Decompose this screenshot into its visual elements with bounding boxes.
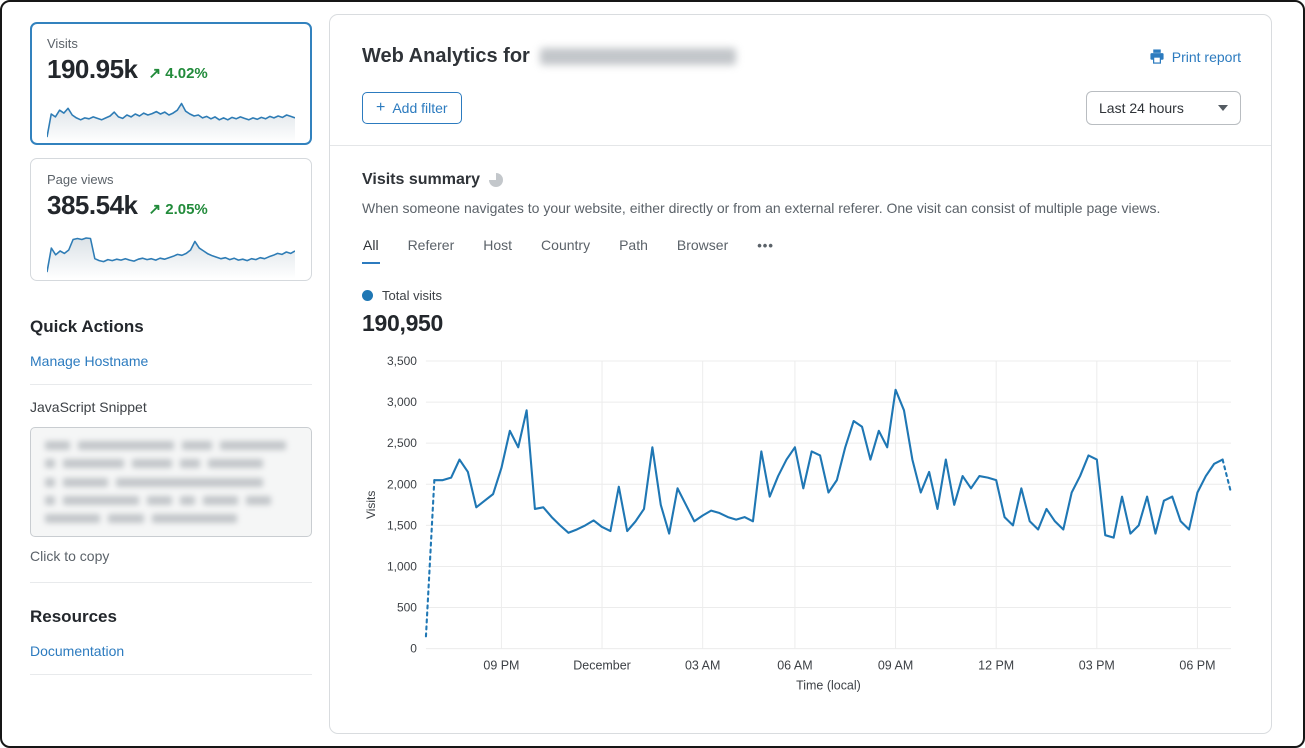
resources-heading: Resources [30,607,117,626]
svg-text:3,000: 3,000 [387,395,417,409]
svg-text:03 AM: 03 AM [685,659,720,673]
sidebar: Visits 190.95k ↗ 4.02% Page views 385.54… [2,2,329,746]
svg-text:December: December [573,659,631,673]
redacted-code-line [45,514,297,523]
stat-card-visits[interactable]: Visits 190.95k ↗ 4.02% [30,22,312,145]
svg-text:3,500: 3,500 [387,354,417,368]
dimension-tabs: All Referer Host Country Path Browser ••… [362,237,1241,264]
svg-text:2,000: 2,000 [387,477,417,491]
tab-browser[interactable]: Browser [676,237,729,253]
tab-all[interactable]: All [362,237,380,264]
js-snippet-code-box[interactable] [30,427,312,537]
analytics-panel: Web Analytics for Print report + Add fil… [329,14,1272,734]
tab-country[interactable]: Country [541,237,591,253]
tab-more-ellipsis[interactable]: ••• [757,238,774,253]
svg-text:0: 0 [410,642,417,656]
stat-value: 385.54k [47,190,138,220]
print-report-link[interactable]: Print report [1149,49,1241,65]
trend-up-delta: ↗ 4.02% [148,65,208,82]
trend-up-icon: ↗ [148,65,162,82]
visits-summary-description: When someone navigates to your website, … [362,200,1161,216]
svg-text:06 PM: 06 PM [1179,659,1215,673]
stat-card-page-views[interactable]: Page views 385.54k ↗ 2.05% [30,158,312,281]
visits-summary-heading: Visits summary [362,171,480,188]
total-visits-value: 190,950 [362,310,444,336]
stat-label: Page views [47,172,114,187]
page-views-sparkline [47,237,295,279]
svg-text:1,000: 1,000 [387,559,417,573]
plus-icon: + [376,99,386,116]
svg-text:06 AM: 06 AM [777,659,812,673]
divider [30,384,312,385]
manage-hostname-link[interactable]: Manage Hostname [30,353,149,369]
trend-up-icon: ↗ [148,201,162,218]
svg-text:500: 500 [397,601,417,615]
tab-host[interactable]: Host [483,237,513,253]
chart-legend: Total visits [362,288,1241,303]
tab-path[interactable]: Path [619,237,648,253]
svg-text:1,500: 1,500 [387,518,417,532]
svg-text:2,500: 2,500 [387,436,417,450]
svg-text:03 PM: 03 PM [1079,659,1115,673]
redacted-domain [539,48,736,65]
legend-dot-icon [362,290,373,301]
svg-text:12 PM: 12 PM [978,659,1014,673]
legend-label: Total visits [382,288,442,303]
tab-referer[interactable]: Referer [407,237,455,253]
printer-icon [1150,49,1164,64]
svg-text:09 AM: 09 AM [878,659,913,673]
trend-up-delta: ↗ 2.05% [148,201,208,218]
svg-text:Visits: Visits [364,491,378,519]
visits-sparkline [47,102,295,143]
svg-text:Time (local): Time (local) [796,679,861,693]
page-title: Web Analytics for [362,45,736,68]
click-to-copy-hint: Click to copy [30,548,110,564]
stat-label: Visits [47,36,78,51]
visits-chart: 0 500 1,000 1,500 2,000 2,500 3,000 3,500 09 PM D… [364,354,1233,693]
time-range-value: Last 24 hours [1099,100,1184,116]
chevron-down-icon [1218,105,1228,111]
quick-actions-heading: Quick Actions [30,317,144,336]
redacted-code-line [45,441,297,450]
divider [30,674,312,675]
time-range-select[interactable]: Last 24 hours [1086,91,1241,125]
chart-container: 0 500 1,000 1,500 2,000 2,500 3,000 3,500 09 PM D… [362,351,1241,697]
stat-value: 190.95k [47,54,138,84]
svg-text:09 PM: 09 PM [483,659,519,673]
pie-chart-icon [489,173,503,187]
js-snippet-label: JavaScript Snippet [30,399,147,415]
divider [330,145,1271,146]
add-filter-button[interactable]: + Add filter [362,92,462,124]
redacted-code-line [45,477,297,487]
documentation-link[interactable]: Documentation [30,643,125,659]
redacted-code-line [45,459,297,469]
divider [30,582,312,583]
redacted-code-line [45,495,297,505]
